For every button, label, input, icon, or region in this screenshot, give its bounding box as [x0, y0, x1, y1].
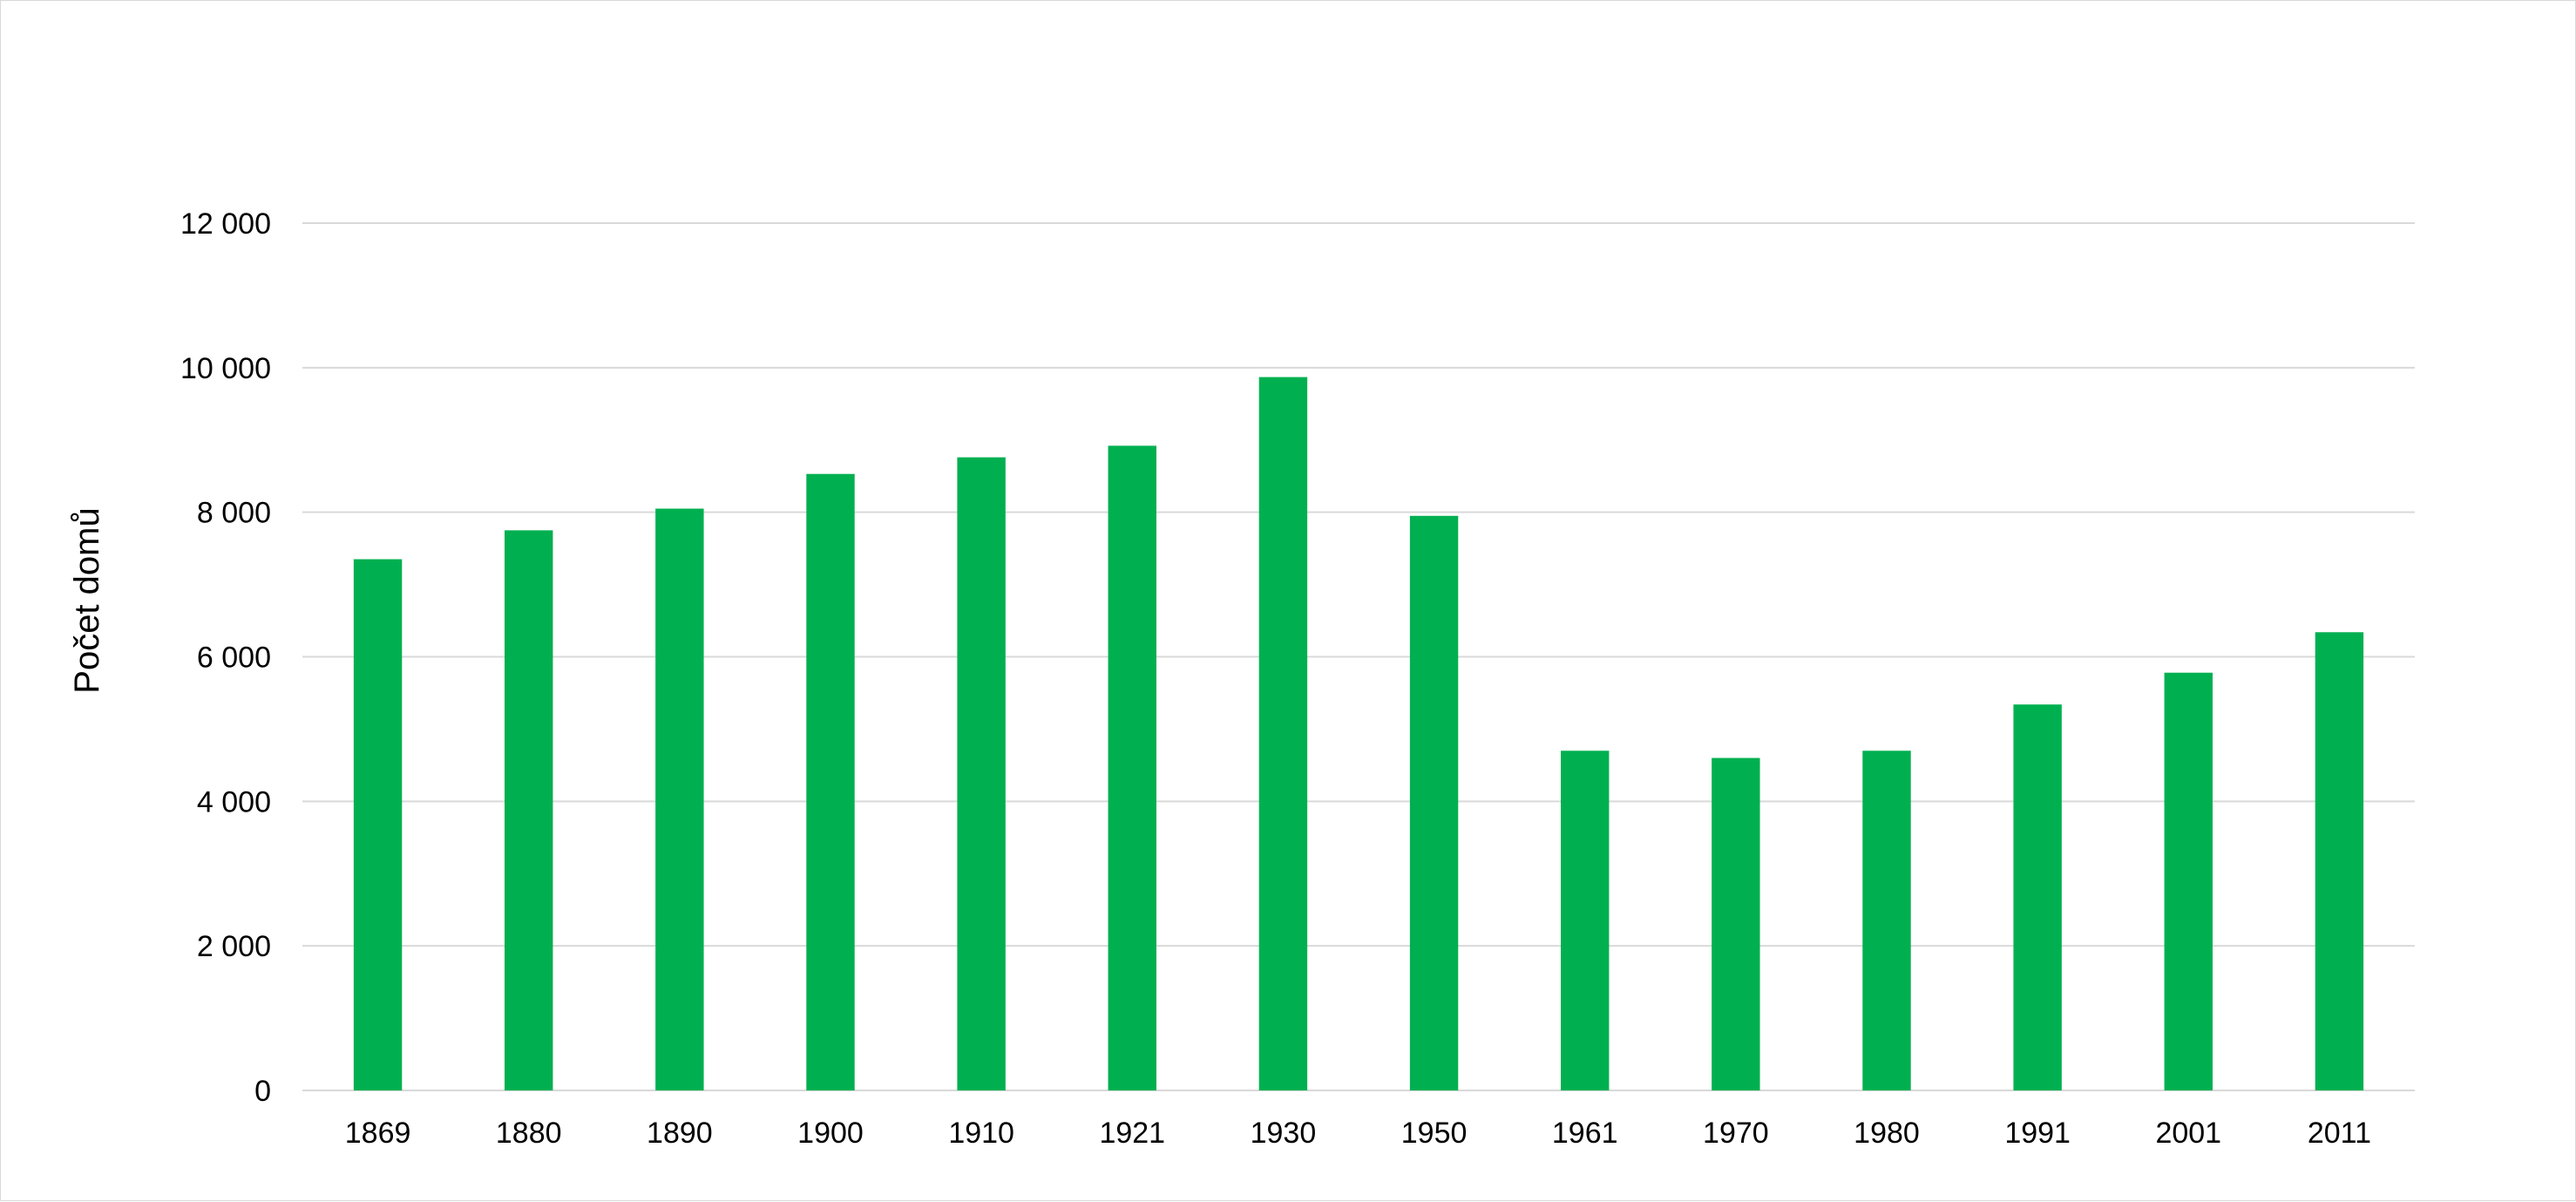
- bars: [353, 377, 2364, 1091]
- bar-1950: [1409, 515, 1459, 1090]
- y-tick-label: 4 000: [197, 785, 271, 818]
- bar-1961: [1561, 750, 1610, 1090]
- x-tick-label: 1961: [1552, 1117, 1618, 1150]
- x-tick-label: 1980: [1854, 1117, 1920, 1150]
- bar-1890: [655, 508, 704, 1090]
- y-tick-label: 10 000: [180, 352, 271, 385]
- bar-1910: [957, 457, 1006, 1090]
- y-tick-label: 8 000: [197, 497, 271, 530]
- x-axis-ticks: 1869 1880 1890 1900 1910 1921 1930 1950 1961 1970…: [345, 1117, 2371, 1150]
- x-tick-label: 1970: [1703, 1117, 1769, 1150]
- x-tick-label: 1900: [797, 1117, 864, 1150]
- bar-2001: [2164, 672, 2213, 1090]
- x-tick-label: 1880: [496, 1117, 562, 1150]
- bar-1930: [1258, 377, 1308, 1090]
- bar-1970: [1712, 757, 1760, 1090]
- bar-2011: [2315, 632, 2364, 1090]
- y-tick-label: 2 000: [197, 930, 271, 963]
- x-tick-label: 1869: [345, 1117, 411, 1150]
- x-tick-label: 2011: [2308, 1117, 2371, 1150]
- x-tick-label: 1950: [1401, 1117, 1468, 1150]
- bar-1980: [1862, 750, 1911, 1090]
- y-axis-title: Počet domů: [68, 507, 106, 693]
- bar-1869: [353, 559, 403, 1090]
- bar-1991: [2013, 704, 2062, 1090]
- gridlines: [302, 222, 2415, 1091]
- y-tick-label: 6 000: [197, 642, 271, 675]
- y-tick-label: 0: [254, 1075, 271, 1108]
- x-tick-label: 2001: [2155, 1117, 2221, 1150]
- bar-1921: [1108, 445, 1156, 1091]
- x-tick-label: 1921: [1099, 1117, 1165, 1150]
- bar-1900: [806, 473, 855, 1090]
- y-tick-label: 12 000: [180, 207, 271, 241]
- x-tick-label: 1890: [647, 1117, 713, 1150]
- x-tick-label: 1930: [1251, 1117, 1317, 1150]
- bar-1880: [505, 530, 553, 1090]
- x-tick-label: 1991: [2004, 1117, 2071, 1150]
- x-tick-label: 1910: [948, 1117, 1014, 1150]
- y-axis-ticks: 0 2 000 4 000 6 000 8 000 10 000 12 000: [180, 207, 271, 1108]
